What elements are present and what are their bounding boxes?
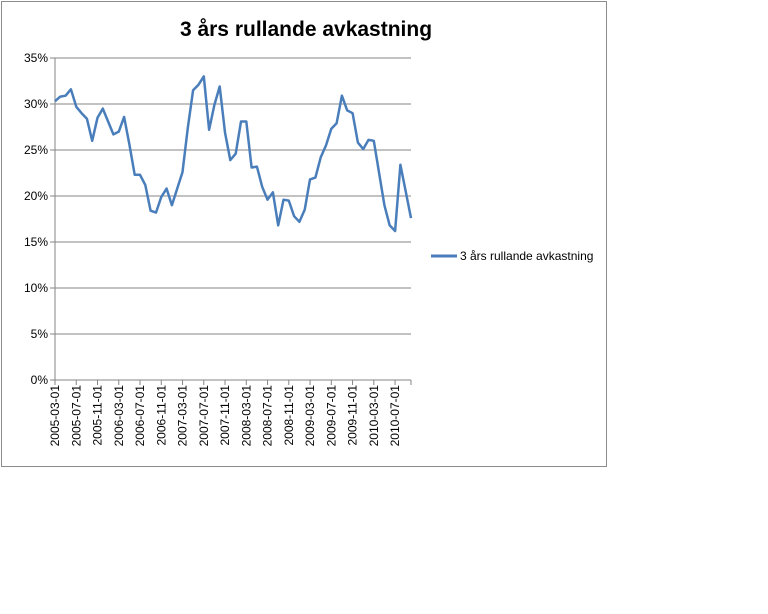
y-tick-label: 0% — [31, 373, 49, 387]
x-tick-label: 2009-11-01 — [346, 385, 360, 446]
x-tick-label: 2005-07-01 — [69, 385, 83, 447]
x-tick-label: 2008-07-01 — [261, 385, 275, 447]
legend-entry: 3 års rullande avkastning — [460, 249, 593, 263]
chart-title: 3 års rullande avkastning — [180, 18, 432, 41]
series-line — [54, 75, 413, 233]
x-tick-label: 2010-03-01 — [367, 385, 381, 447]
y-tick-label: 30% — [24, 97, 48, 111]
y-tick-label: 25% — [24, 143, 48, 157]
y-axis-ticks: 0% 5% 10% 15% 20% 25% 30% 35% — [24, 51, 55, 387]
x-tick-label: 2007-11-01 — [218, 385, 232, 446]
legend: 3 års rullande avkastning — [431, 249, 593, 263]
x-tick-label: 2009-03-01 — [303, 385, 317, 447]
x-tick-label: 2005-03-01 — [48, 385, 62, 447]
x-axis-ticks: 2005-03-01 2005-07-01 2005-11-01 2006-03-01… — [48, 380, 412, 447]
x-tick-label: 2008-11-01 — [282, 385, 296, 446]
x-tick-label: 2006-11-01 — [154, 385, 168, 446]
x-tick-label: 2010-07-01 — [388, 385, 402, 447]
y-tick-label: 10% — [24, 281, 48, 295]
x-tick-label: 2006-07-01 — [133, 385, 147, 447]
x-tick-label: 2005-11-01 — [91, 385, 105, 446]
line-chart: 3 års rullande avkastning 0% 5% 10% 15% 20% 2… — [24, 18, 593, 447]
y-tick-label: 15% — [24, 235, 48, 249]
y-tick-label: 20% — [24, 189, 48, 203]
x-tick-label: 2007-07-01 — [197, 385, 211, 447]
x-tick-label: 2007-03-01 — [176, 385, 190, 447]
y-tick-label: 35% — [24, 51, 48, 65]
x-tick-label: 2006-03-01 — [112, 385, 126, 447]
series — [54, 75, 413, 233]
chart-area: 3 års rullande avkastning 0% 5% 10% 15% 20% 2… — [1, 1, 607, 467]
y-tick-label: 5% — [31, 327, 49, 341]
x-tick-label: 2009-07-01 — [324, 385, 338, 447]
axes — [54, 58, 411, 381]
x-tick-label: 2008-03-01 — [239, 385, 253, 447]
gridlines — [55, 57, 411, 335]
